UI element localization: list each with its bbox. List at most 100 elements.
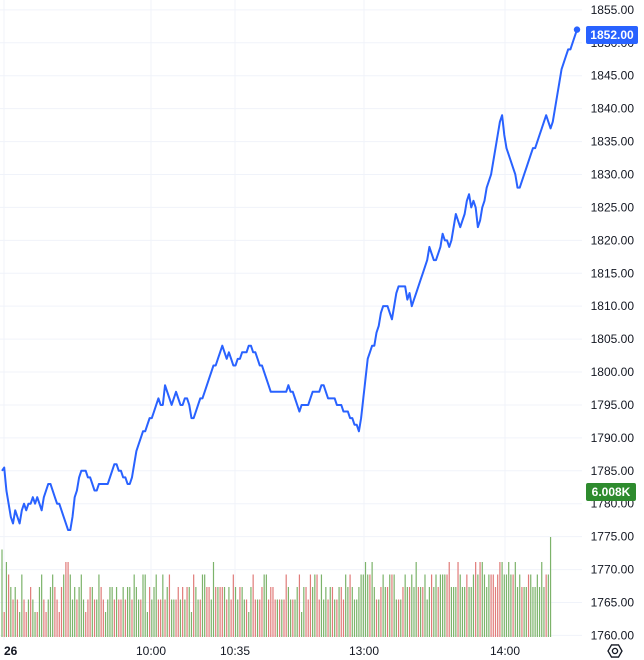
volume-bar [113,599,115,637]
volume-bar [459,574,461,637]
volume-bar [76,599,78,637]
volume-bar [367,574,369,637]
volume-bar [100,587,102,637]
y-tick-label: 1775.00 [591,530,635,544]
last-price-dot [573,26,581,33]
volume-bar [490,574,492,637]
volume-bar [345,574,347,637]
volume-bar [160,599,162,637]
volume-bar [501,562,503,637]
volume-bar [186,587,188,637]
volume-bar [292,599,294,637]
volume-bar [360,574,362,637]
volume-bar [54,587,56,637]
volume-bar [538,587,541,637]
volume-bar [210,599,212,637]
y-tick-label: 1815.00 [591,266,635,280]
volume-bar [475,562,477,637]
volume-bar [267,599,270,637]
volume-bar [382,574,384,637]
volume-bar [455,587,457,637]
volume-bar [301,612,303,637]
volume-bar [305,587,307,637]
volume-bar [545,574,547,637]
volume-bar [241,587,243,637]
volume-bar [505,574,508,637]
volume-bar [243,599,245,637]
volume-bar [115,587,118,637]
volume-bar [472,574,475,637]
gear-icon[interactable] [607,644,623,658]
y-tick-label: 1800.00 [591,365,635,379]
volume-bar [129,587,131,637]
volume-bar [252,574,254,637]
y-tick-label: 1795.00 [591,398,635,412]
volume-bar [406,587,408,637]
volume-bar [362,574,364,637]
chart-grid [0,0,582,640]
volume-bar [71,599,74,637]
volume-bar [98,574,100,637]
volume-bar [413,587,415,637]
volume-bar [488,574,490,637]
volume-bar [182,587,184,637]
volume-bar [140,599,142,637]
volume-bar [400,599,402,637]
volume-bar [312,587,314,637]
volume-bar [190,612,193,637]
volume-bar [133,574,135,637]
volume-bar [329,587,331,637]
volume-bar [397,599,400,637]
volume-bar [340,587,342,637]
volume-bar [155,574,157,637]
volume-bar [369,574,371,637]
volume-bar [281,599,283,637]
volume-bar [151,599,153,637]
volume-bar [272,587,274,637]
volume-bar [290,599,292,637]
volume-bar [188,587,190,637]
volume-bar [30,587,32,637]
volume-bar [206,587,208,637]
volume-bar [442,574,444,637]
volume-bar [536,574,538,637]
volume-bar [256,599,259,637]
volume-bar [80,574,82,637]
volume-bar [356,599,358,637]
x-axis-labels: 26 10:00 10:35 13:00 14:00 [4,644,520,658]
volume-bar [448,562,450,637]
y-tick-label: 1840.00 [591,102,635,116]
volume-bar [523,587,525,637]
volume-bar [479,562,481,637]
price-badge: 1852.00 [586,26,638,44]
volume-bar [483,574,486,637]
volume-bar [212,562,215,637]
volume-bar [63,574,65,637]
volume-bar [263,574,265,637]
volume-bar [168,574,171,637]
volume-bar [270,587,272,637]
volume-bar [14,587,16,637]
volume-bar [278,599,281,637]
volume-bar [195,587,197,637]
volume-bar [497,574,499,637]
volume-bar [234,587,237,637]
volume-bar [166,587,168,637]
volume-bar [323,599,325,637]
volume-bar [237,599,239,637]
y-axis-labels: 1760.001765.001770.001775.001780.001785.… [591,3,635,643]
volume-bar [430,574,433,637]
volume-bar [470,587,472,637]
volume-bar [318,599,320,637]
volume-bar [510,574,512,637]
volume-bar [12,599,14,637]
volume-bar [32,599,34,637]
volume-bar [532,587,534,637]
volume-bar [303,587,305,637]
volume-bar [74,587,76,637]
volume-bar [173,599,175,637]
y-tick-label: 1790.00 [591,431,635,445]
y-tick-label: 1770.00 [591,563,635,577]
volume-bar [373,587,375,637]
